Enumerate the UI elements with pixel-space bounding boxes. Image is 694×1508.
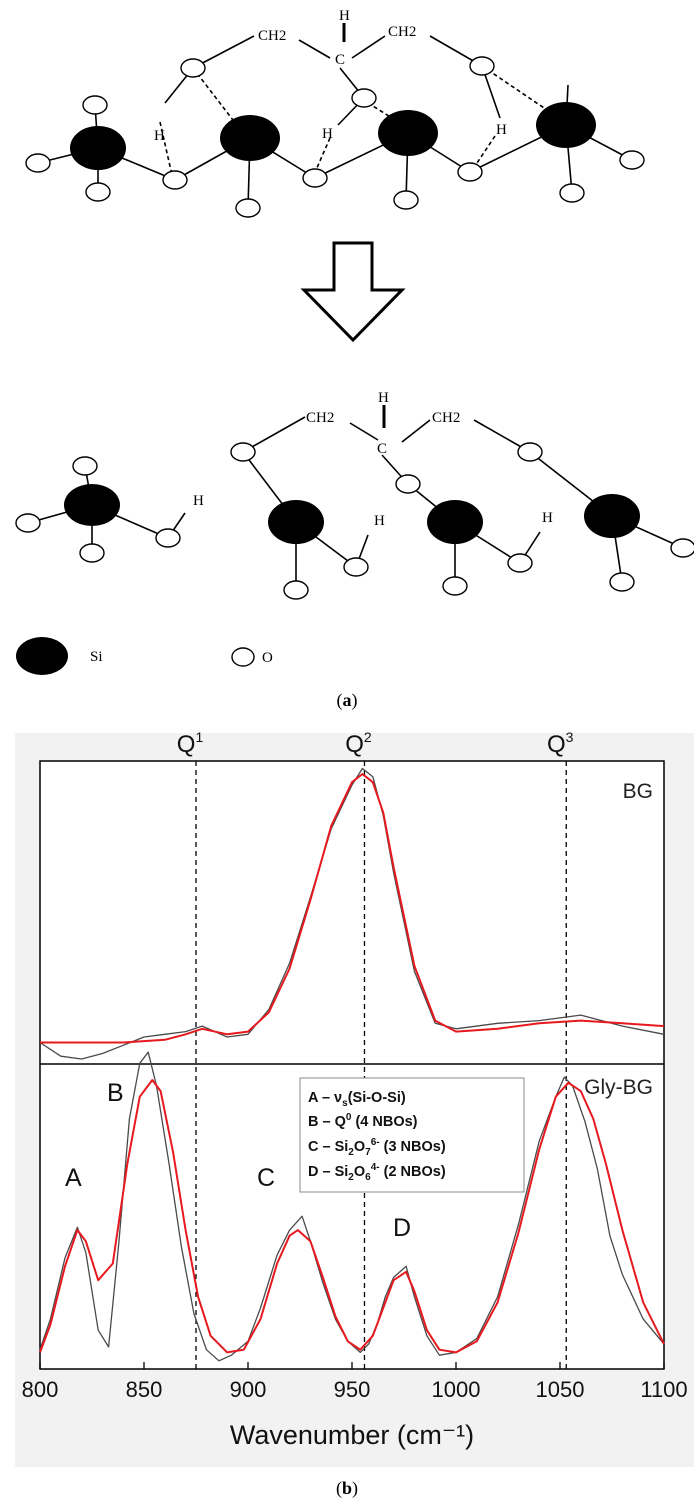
spectrum-curves — [39, 767, 665, 1362]
q-label-3: Q3 — [547, 729, 574, 758]
x-tick-label-1100: 1100 — [640, 1377, 687, 1402]
legend-o-marker — [231, 647, 255, 667]
scheme-top-group-ch2-left: CH2 — [258, 28, 286, 44]
plot-frame — [39, 760, 665, 1370]
x-tick-label-800: 800 — [22, 1377, 59, 1402]
scheme-top-group-ch2-right: CH2 — [388, 24, 416, 40]
x-tick-label-950: 950 — [334, 1377, 371, 1402]
legend-o-label: O — [262, 650, 273, 666]
scheme-top-h-label-1: H — [154, 128, 165, 144]
q-labels: Q1 Q2 Q3 — [177, 729, 574, 758]
peak-label-a: A — [65, 1164, 82, 1192]
chart-area: Q1 Q2 Q3 800 850 900 950 1000 1050 1100 BG Gly-B… — [15, 729, 694, 1467]
q-lines — [195, 761, 567, 1369]
scheme-top-group-h: H — [339, 8, 350, 24]
legend-si-label: Si — [90, 649, 103, 665]
scheme-bottom-h-label-1: H — [193, 493, 204, 509]
peak-legend-box — [299, 1077, 525, 1193]
peak-label-b: B — [107, 1079, 124, 1107]
x-axis-label: Wavenumber (cm⁻¹) — [230, 1420, 474, 1450]
x-tick-label-900: 900 — [230, 1377, 267, 1402]
peak-legend: A – νs(Si-O-Si) B – Q0 (4 NBOs) C – Si2O… — [299, 1077, 525, 1193]
scheme-bottom-group-c: C — [377, 441, 387, 457]
panel-label-a: (a) — [337, 690, 358, 711]
scheme-legend: Si O — [16, 637, 273, 675]
fit-curve-gly-bg — [39, 1079, 665, 1354]
reaction-arrow — [300, 241, 406, 343]
scheme-bottom-group-ch2-left: CH2 — [306, 410, 334, 426]
peak-legend-item-d: D – Si2O64- (2 NBOs) — [308, 1162, 446, 1183]
panel-name-gly-bg: Gly-BG — [584, 1076, 653, 1099]
peak-legend-item-b: B – Q0 (4 NBOs) — [308, 1112, 418, 1130]
scheme-top-si-atoms — [70, 102, 596, 170]
peak-legend-item-a: A – νs(Si-O-Si) — [308, 1090, 406, 1109]
scheme-top-h-label-2: H — [322, 126, 333, 142]
legend-si-marker — [16, 637, 68, 675]
scheme-bottom-si-atoms — [64, 484, 640, 544]
fit-curve-bg — [40, 773, 665, 1044]
peak-legend-item-c: C – Si2O76- (3 NBOs) — [308, 1137, 446, 1158]
scheme-bottom-group-h: H — [378, 390, 389, 406]
x-tick-label-850: 850 — [126, 1377, 163, 1402]
peak-label-d: D — [393, 1214, 411, 1242]
x-axis-ticks: 800 850 900 950 1000 1050 1100 — [22, 1362, 688, 1402]
scheme-bottom-h-label-3: H — [542, 510, 553, 526]
scheme-top-hbonds — [159, 65, 554, 176]
scheme-bottom-o-atoms — [15, 442, 694, 600]
x-tick-label-1000: 1000 — [432, 1377, 481, 1402]
scheme-bottom-group-ch2-right: CH2 — [432, 410, 460, 426]
scheme-top-h-label-3: H — [496, 122, 507, 138]
scheme-top-group-c: C — [335, 52, 345, 68]
x-tick-label-1050: 1050 — [536, 1377, 585, 1402]
panel-label-b: (b) — [336, 1478, 358, 1499]
peak-label-c: C — [257, 1164, 275, 1192]
scheme-top-o-atoms — [25, 56, 645, 218]
scheme-bottom-h-label-2: H — [374, 513, 385, 529]
panel-name-bg: BG — [623, 780, 653, 803]
